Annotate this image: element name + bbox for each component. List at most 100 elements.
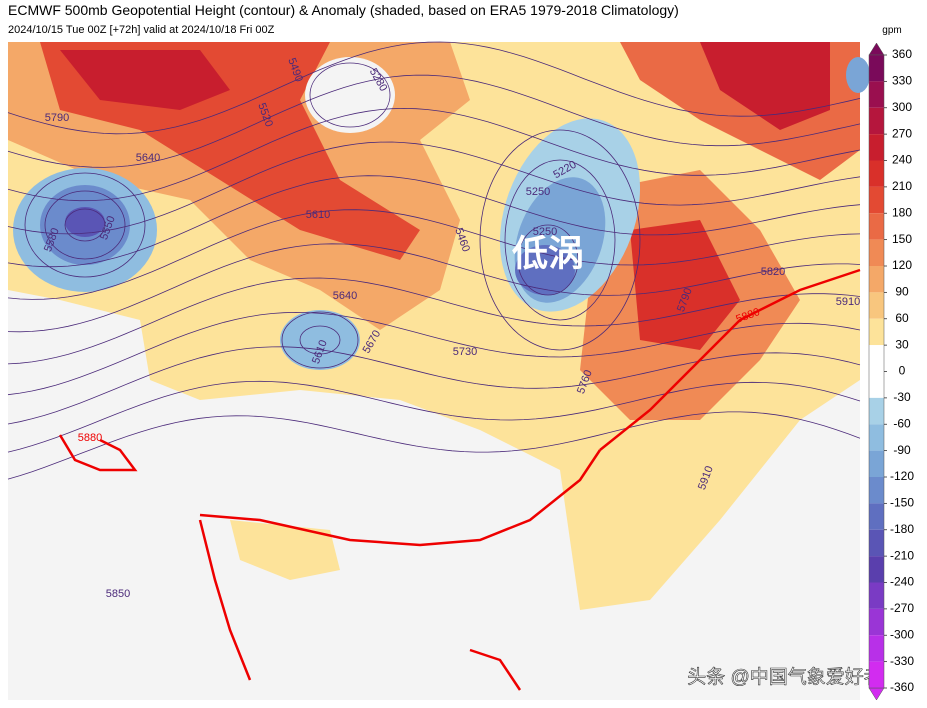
contour-line — [599, 268, 861, 451]
colorbar-tick-label: 300 — [892, 100, 912, 114]
colorbar-unit: gpm — [882, 25, 901, 36]
colorbar-tick-label: 270 — [892, 126, 912, 140]
colorbar-tick-label: -30 — [893, 390, 911, 404]
contour-line — [504, 159, 616, 321]
colorbar-tick-label: -330 — [890, 654, 914, 668]
contour-line — [309, 62, 391, 128]
colorbar-band — [869, 160, 884, 187]
colorbar-tick-label: 120 — [892, 258, 912, 272]
colorbar-band — [869, 450, 884, 477]
contour-label: 5910 — [836, 296, 860, 308]
colorbar-band — [869, 477, 884, 504]
contour-line — [199, 449, 602, 547]
anomaly-shade — [60, 50, 230, 110]
colorbar-band — [869, 529, 884, 557]
colorbar-tick-label: -180 — [890, 522, 914, 536]
contour-label: 5610 — [306, 209, 330, 221]
anomaly-shade — [305, 57, 395, 133]
colorbar-tick-label: 180 — [892, 205, 912, 219]
colorbar-band — [869, 107, 884, 135]
contour-line — [7, 311, 861, 396]
anomaly-shade — [630, 220, 740, 350]
colorbar-tick-label: -270 — [890, 601, 914, 615]
colorbar-tick-label: 360 — [892, 47, 912, 61]
contour-label: 5730 — [453, 346, 477, 358]
colorbar-tick-label: -60 — [893, 416, 911, 430]
colorbar-band — [869, 134, 884, 161]
colorbar-tick-label: -360 — [890, 680, 914, 694]
contour-line — [299, 325, 341, 355]
colorbar-tick-label: 30 — [895, 337, 909, 351]
contour-label: 5250 — [533, 226, 557, 238]
colorbar-extend — [868, 42, 885, 56]
colorbar-tick-label: -120 — [890, 469, 914, 483]
contour-line — [281, 311, 359, 369]
contour-label: 5850 — [106, 588, 130, 600]
contour-line — [7, 107, 861, 202]
colorbar-tick-label: 0 — [899, 364, 906, 378]
colorbar-band — [869, 424, 884, 451]
contour-line — [7, 74, 861, 168]
colorbar-tick-label: -210 — [890, 548, 914, 562]
contour-line — [24, 172, 146, 278]
colorbar-band — [869, 556, 884, 583]
colorbar-band — [869, 318, 884, 346]
contour-line — [469, 648, 522, 691]
colorbar-tick-label: 240 — [892, 153, 912, 167]
colorbar-tick-label: 210 — [892, 179, 912, 193]
colorbar-band — [869, 582, 884, 609]
contour-label: 5640 — [136, 152, 160, 164]
colorbar: gpm 3603303002702402101801501209060300-3… — [868, 25, 914, 701]
colorbar-tick-label: -150 — [890, 496, 914, 510]
contour-line — [7, 209, 861, 300]
contour-line — [7, 41, 861, 135]
colorbar-band — [869, 371, 884, 398]
contour-line — [7, 243, 861, 333]
colorbar-band — [869, 186, 884, 214]
contour-label: 5820 — [761, 266, 785, 278]
contour-label: 5640 — [333, 290, 357, 302]
contour-label: 5880 — [78, 432, 102, 444]
colorbar-band — [869, 345, 884, 372]
anomaly-shade — [700, 42, 830, 130]
colorbar-band — [869, 81, 884, 108]
contour-line — [479, 129, 641, 351]
colorbar-band — [869, 608, 884, 636]
colorbar-band — [869, 239, 884, 266]
colorbar-tick-label: -300 — [890, 627, 914, 641]
contour-line — [198, 519, 252, 681]
contour-line — [517, 224, 579, 296]
colorbar-band — [869, 397, 884, 425]
contour-label: 5250 — [526, 186, 550, 198]
contour-line — [7, 277, 861, 365]
contour-label: 5790 — [45, 112, 69, 124]
contour-5880 — [58, 268, 861, 691]
colorbar-band — [869, 292, 884, 319]
anomaly-shade — [65, 207, 105, 237]
colorbar-tick-label: -90 — [893, 443, 911, 457]
colorbar-tick-label: 150 — [892, 232, 912, 246]
colorbar-band — [869, 213, 884, 240]
contours — [7, 41, 861, 480]
title: ECMWF 500mb Geopotential Height (contour… — [8, 2, 679, 18]
contour-line — [7, 175, 861, 268]
colorbar-band — [869, 661, 884, 688]
anomaly-shade — [230, 520, 340, 580]
colorbar-band — [869, 503, 884, 530]
colorbar-tick-label: 90 — [895, 285, 909, 299]
contour-line — [7, 411, 861, 480]
contour-line — [58, 434, 138, 472]
colorbar-band — [869, 635, 884, 662]
contour-line — [64, 208, 106, 242]
colorbar-extend — [868, 687, 885, 701]
contour-line — [7, 346, 861, 425]
contour-line — [44, 190, 126, 260]
colorbar-tick-label: 330 — [892, 74, 912, 88]
low-annotation: 低涡 — [512, 233, 584, 274]
colorbar-band — [869, 55, 884, 82]
anomaly-shade — [280, 310, 360, 370]
watermark: 头条 @中国气象爱好者 — [687, 666, 883, 688]
